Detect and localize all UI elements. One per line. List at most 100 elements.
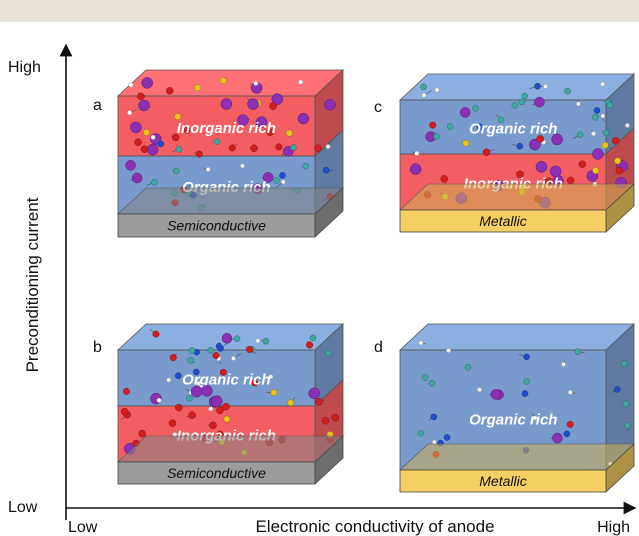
atom [166, 377, 172, 383]
x-axis-title: Electronic conductivity of anode [255, 517, 494, 536]
panel-c-layer-organic: Organic rich [399, 73, 635, 155]
substrate-label: Semiconductive [167, 465, 266, 481]
substrate-front-face [117, 461, 316, 485]
atom [120, 407, 129, 416]
atom [211, 395, 223, 407]
atom [430, 413, 438, 421]
atom [622, 400, 630, 408]
atom [171, 133, 180, 142]
atom [169, 354, 177, 362]
atom [625, 122, 630, 128]
atom [543, 83, 548, 89]
atom [302, 162, 309, 170]
atom [196, 380, 201, 386]
atom [175, 146, 183, 153]
atom [409, 163, 422, 175]
atom [446, 123, 454, 130]
atom [173, 167, 180, 175]
atom [490, 389, 502, 400]
atom [536, 135, 545, 143]
atom [443, 434, 451, 441]
atom [156, 397, 162, 403]
atom [168, 419, 177, 427]
atom [561, 361, 567, 367]
atom [143, 129, 151, 136]
atom [564, 87, 571, 95]
atom [240, 163, 245, 169]
atom [464, 364, 472, 371]
atom [266, 128, 274, 137]
atom [130, 121, 142, 134]
atom [552, 432, 563, 444]
atom [482, 148, 491, 156]
atom [188, 347, 196, 354]
top-band [0, 0, 639, 22]
atom [268, 374, 274, 380]
atom [251, 379, 259, 387]
atom [523, 378, 530, 385]
atom [511, 101, 519, 109]
atom [459, 107, 471, 118]
atom [325, 350, 332, 357]
atom [287, 399, 295, 407]
panel-c-letter: c [374, 99, 382, 116]
atom [280, 179, 286, 185]
atom [151, 179, 158, 186]
atom [563, 430, 571, 438]
atom [215, 342, 223, 350]
atom [262, 172, 274, 183]
atom [428, 379, 436, 387]
atom [440, 175, 448, 183]
y-axis-title: Preconditioning current [23, 197, 42, 372]
stack-top-face [398, 73, 636, 101]
atom [621, 360, 628, 367]
atom [275, 143, 283, 151]
panel-d-letter: d [374, 339, 383, 356]
atom [420, 83, 427, 91]
atom [535, 161, 548, 173]
y-axis-high-label: High [8, 59, 41, 76]
panels: a Inorganic rich Organic rich Semiconductiv… [93, 69, 636, 493]
atom [223, 415, 231, 423]
atom [222, 402, 230, 411]
atom [497, 116, 505, 124]
panel-d: d Organic rich Metallic [374, 323, 636, 493]
atom [523, 353, 530, 361]
atom [592, 167, 600, 174]
atom [322, 167, 330, 174]
atom [290, 144, 297, 151]
atom [150, 134, 156, 140]
atom [566, 420, 574, 428]
atom [314, 144, 322, 152]
atom [183, 126, 192, 134]
atom [331, 413, 339, 422]
panel-c-substrate: Metallic [399, 183, 635, 233]
atom [574, 348, 582, 355]
atom [146, 143, 159, 156]
atom [476, 123, 484, 131]
atom [593, 107, 601, 114]
atom [174, 372, 182, 379]
atom [220, 98, 233, 110]
atom [549, 165, 562, 178]
atom [418, 340, 424, 346]
atom [600, 113, 606, 119]
atom [219, 368, 227, 376]
atom [578, 160, 587, 168]
atom [174, 113, 182, 121]
atom [205, 166, 211, 172]
atom [125, 160, 136, 171]
atom [602, 129, 610, 137]
atom [306, 341, 313, 349]
layer-label-organic: Organic rich [182, 372, 270, 389]
atom [315, 398, 323, 406]
atom [285, 129, 293, 137]
atom [592, 114, 599, 121]
substrate-front-face [117, 213, 316, 238]
atom [231, 355, 236, 361]
atom [521, 92, 528, 100]
atom [534, 96, 545, 108]
atom [122, 387, 130, 395]
atom [262, 337, 269, 345]
